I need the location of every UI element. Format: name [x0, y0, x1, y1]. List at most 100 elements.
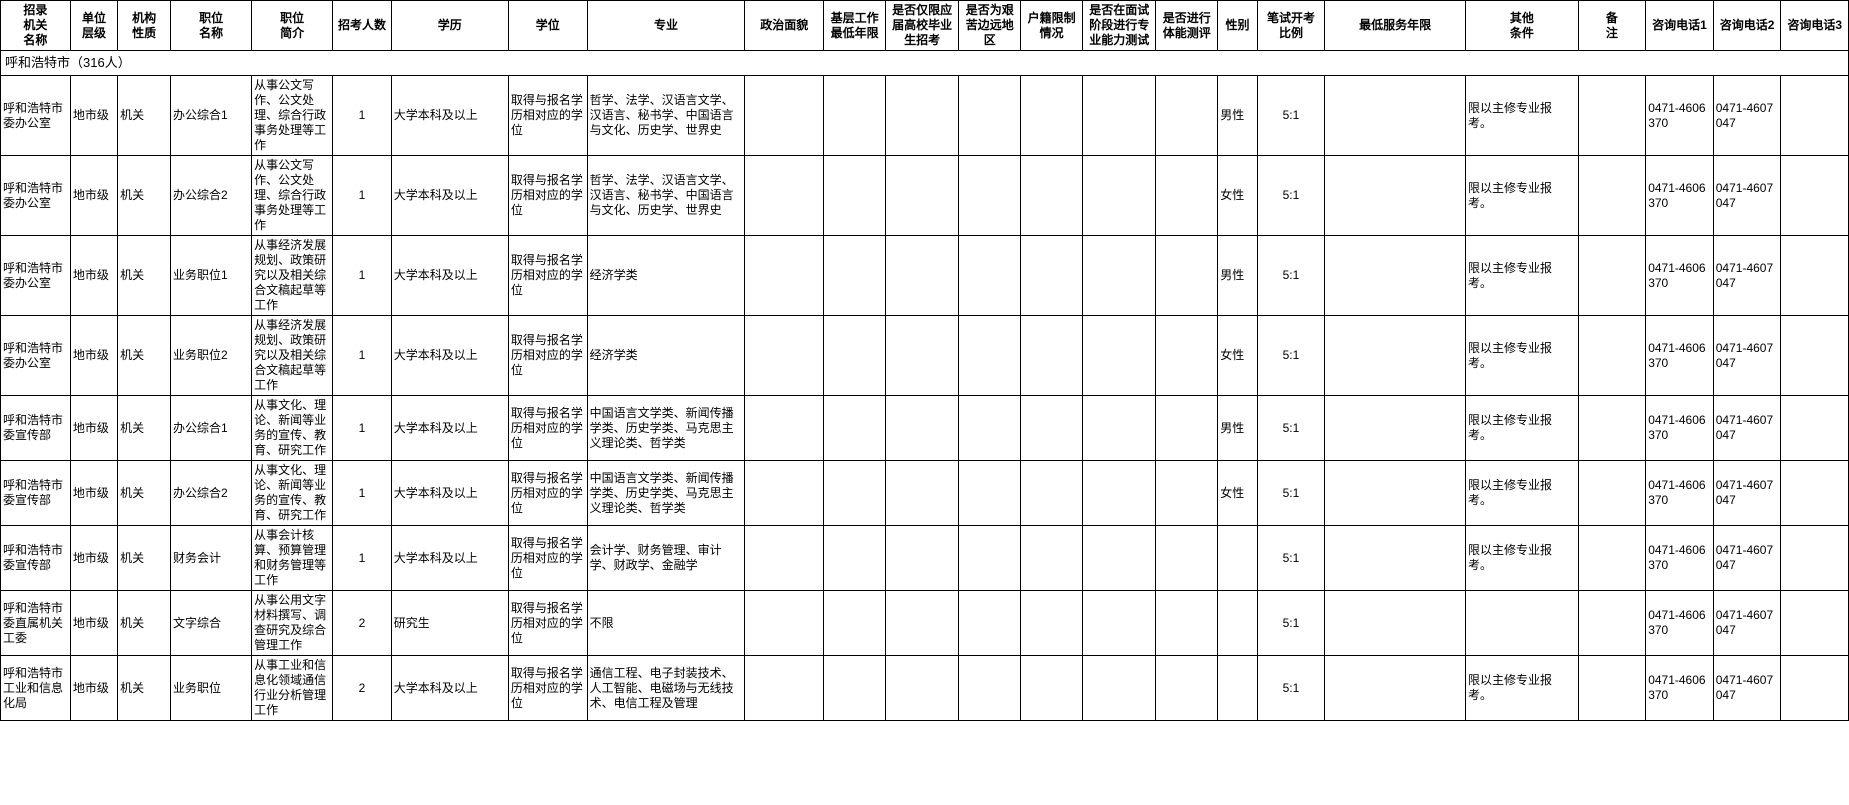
- cell-desc: 从事公文写作、公文处理、综合行政事务处理等工作: [252, 156, 333, 236]
- cell-tel1: 0471-4606370: [1646, 396, 1714, 461]
- cell-sex: [1218, 591, 1257, 656]
- col-header-2: 机构性质: [118, 1, 171, 51]
- cell-nature: 机关: [118, 526, 171, 591]
- cell-desc: 从事工业和信息化领域通信行业分析管理工作: [252, 656, 333, 721]
- cell-pos: 财务会计: [171, 526, 252, 591]
- col-header-22: 咨询电话2: [1713, 1, 1781, 51]
- cell-desc: 从事文化、理论、新闻等业务的宣传、教育、研究工作: [252, 461, 333, 526]
- cell-grad: [886, 396, 959, 461]
- cell-itest: [1083, 591, 1156, 656]
- col-header-23: 咨询电话3: [1781, 1, 1849, 51]
- col-header-8: 专业: [587, 1, 745, 51]
- cell-org: 呼和浩特市委宣传部: [1, 461, 71, 526]
- cell-degree: 取得与报名学历相对应的学位: [508, 156, 587, 236]
- cell-tel1: 0471-4606370: [1646, 591, 1714, 656]
- cell-sex: [1218, 656, 1257, 721]
- cell-nature: 机关: [118, 156, 171, 236]
- cell-tel2: 0471-4607047: [1713, 396, 1781, 461]
- cell-minserve: [1325, 526, 1466, 591]
- cell-degree: 取得与报名学历相对应的学位: [508, 76, 587, 156]
- col-header-12: 是否为艰苦边远地区: [959, 1, 1021, 51]
- cell-tel3: [1781, 316, 1849, 396]
- cell-itest: [1083, 656, 1156, 721]
- cell-count: 1: [333, 156, 392, 236]
- cell-level: 地市级: [70, 236, 117, 316]
- cell-edu: 大学本科及以上: [391, 656, 508, 721]
- cell-level: 地市级: [70, 396, 117, 461]
- cell-count: 1: [333, 526, 392, 591]
- table-row: 呼和浩特市委直属机关工委地市级机关文字综合从事公用文字材料撰写、调查研究及综合管…: [1, 591, 1849, 656]
- cell-tel3: [1781, 526, 1849, 591]
- cell-remark: [1578, 461, 1646, 526]
- cell-org: 呼和浩特市委直属机关工委: [1, 591, 71, 656]
- cell-itest: [1083, 461, 1156, 526]
- table-header: 招录机关名称单位层级机构性质职位名称职位简介招考人数学历学位专业政治面貌基层工作…: [1, 1, 1849, 51]
- col-header-19: 其他条件: [1466, 1, 1579, 51]
- cell-base: [824, 236, 886, 316]
- cell-tel2: 0471-4607047: [1713, 591, 1781, 656]
- table-body: 呼和浩特市（316人）呼和浩特市委办公室地市级机关办公综合1从事公文写作、公文处…: [1, 51, 1849, 721]
- cell-edu: 大学本科及以上: [391, 76, 508, 156]
- cell-tel2: 0471-4607047: [1713, 526, 1781, 591]
- cell-remark: [1578, 76, 1646, 156]
- cell-minserve: [1325, 461, 1466, 526]
- col-header-13: 户籍限制情况: [1021, 1, 1083, 51]
- cell-nature: 机关: [118, 316, 171, 396]
- cell-ratio: 5:1: [1257, 526, 1325, 591]
- cell-grad: [886, 236, 959, 316]
- cell-other: [1466, 591, 1579, 656]
- cell-pos: 业务职位1: [171, 236, 252, 316]
- cell-hard: [959, 76, 1021, 156]
- col-header-16: 性别: [1218, 1, 1257, 51]
- cell-degree: 取得与报名学历相对应的学位: [508, 396, 587, 461]
- cell-itest: [1083, 316, 1156, 396]
- cell-minserve: [1325, 156, 1466, 236]
- cell-minserve: [1325, 656, 1466, 721]
- cell-count: 1: [333, 76, 392, 156]
- cell-hukou: [1021, 316, 1083, 396]
- cell-tel2: 0471-4607047: [1713, 236, 1781, 316]
- cell-pol: [745, 76, 824, 156]
- section-label: 呼和浩特市（316人）: [1, 51, 1849, 76]
- section-row: 呼和浩特市（316人）: [1, 51, 1849, 76]
- cell-pol: [745, 236, 824, 316]
- cell-count: 1: [333, 236, 392, 316]
- table-row: 呼和浩特市委办公室地市级机关办公综合1从事公文写作、公文处理、综合行政事务处理等…: [1, 76, 1849, 156]
- col-header-17: 笔试开考比例: [1257, 1, 1325, 51]
- cell-pos: 办公综合1: [171, 76, 252, 156]
- table-row: 呼和浩特市工业和信息化局地市级机关业务职位从事工业和信息化领域通信行业分析管理工…: [1, 656, 1849, 721]
- cell-level: 地市级: [70, 591, 117, 656]
- cell-tel2: 0471-4607047: [1713, 76, 1781, 156]
- cell-level: 地市级: [70, 526, 117, 591]
- cell-other: 限以主修专业报考。: [1466, 461, 1579, 526]
- cell-tel1: 0471-4606370: [1646, 316, 1714, 396]
- cell-hukou: [1021, 236, 1083, 316]
- cell-desc: 从事公文写作、公文处理、综合行政事务处理等工作: [252, 76, 333, 156]
- cell-tel3: [1781, 396, 1849, 461]
- cell-pos: 文字综合: [171, 591, 252, 656]
- cell-org: 呼和浩特市委宣传部: [1, 526, 71, 591]
- cell-major: 通信工程、电子封装技术、人工智能、电磁场与无线技术、电信工程及管理: [587, 656, 745, 721]
- cell-minserve: [1325, 316, 1466, 396]
- cell-level: 地市级: [70, 316, 117, 396]
- cell-other: 限以主修专业报考。: [1466, 526, 1579, 591]
- col-header-4: 职位简介: [252, 1, 333, 51]
- recruitment-table: 招录机关名称单位层级机构性质职位名称职位简介招考人数学历学位专业政治面貌基层工作…: [0, 0, 1849, 721]
- col-header-0: 招录机关名称: [1, 1, 71, 51]
- table-row: 呼和浩特市委宣传部地市级机关办公综合2从事文化、理论、新闻等业务的宣传、教育、研…: [1, 461, 1849, 526]
- cell-fit: [1156, 396, 1218, 461]
- cell-degree: 取得与报名学历相对应的学位: [508, 526, 587, 591]
- cell-major: 中国语言文学类、新闻传播学类、历史学类、马克思主义理论类、哲学类: [587, 396, 745, 461]
- cell-tel1: 0471-4606370: [1646, 236, 1714, 316]
- cell-pol: [745, 591, 824, 656]
- cell-major: 中国语言文学类、新闻传播学类、历史学类、马克思主义理论类、哲学类: [587, 461, 745, 526]
- cell-desc: 从事公用文字材料撰写、调查研究及综合管理工作: [252, 591, 333, 656]
- cell-hard: [959, 656, 1021, 721]
- cell-edu: 大学本科及以上: [391, 526, 508, 591]
- cell-hukou: [1021, 526, 1083, 591]
- table-row: 呼和浩特市委宣传部地市级机关办公综合1从事文化、理论、新闻等业务的宣传、教育、研…: [1, 396, 1849, 461]
- cell-grad: [886, 461, 959, 526]
- cell-base: [824, 76, 886, 156]
- cell-tel1: 0471-4606370: [1646, 156, 1714, 236]
- cell-tel2: 0471-4607047: [1713, 461, 1781, 526]
